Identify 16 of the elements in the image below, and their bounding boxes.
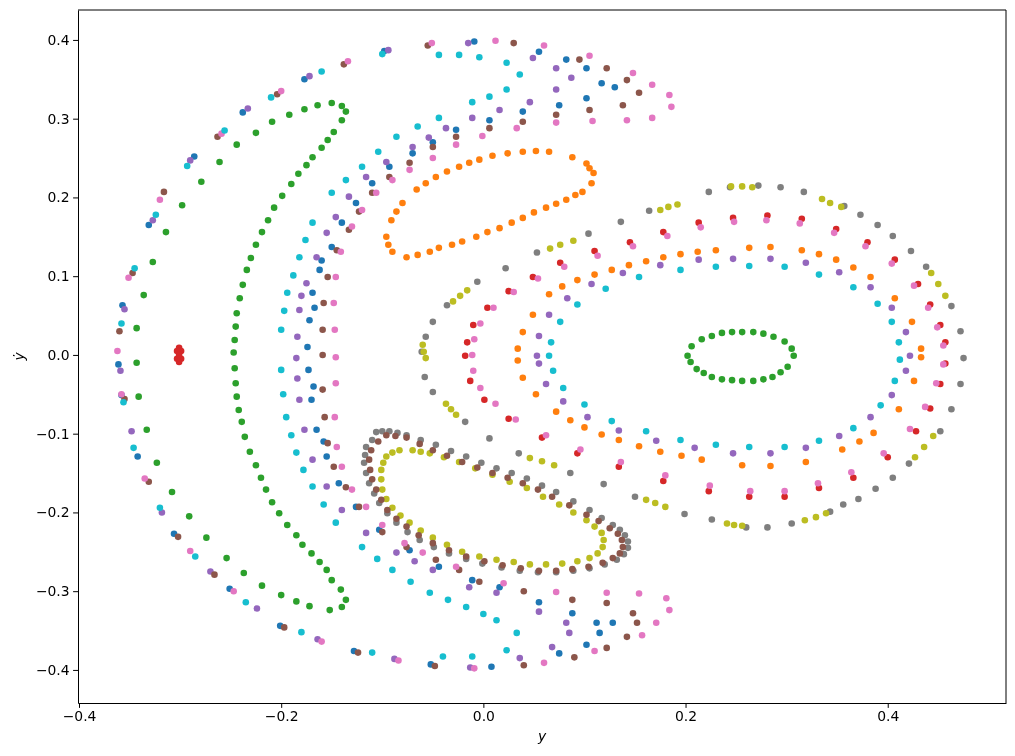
x-tick-label: 0.0 — [472, 708, 495, 725]
y-tick-label: −0.1 — [35, 425, 70, 442]
y-tick-label: −0.3 — [35, 583, 70, 600]
x-axis-title: y — [536, 728, 547, 744]
x-tick-label: 0.2 — [675, 708, 698, 725]
y-tick-label: 0.2 — [47, 189, 70, 206]
y-tick-label: 0.3 — [47, 110, 70, 127]
y-axis-title: ẏ — [11, 351, 27, 362]
y-tick-label: −0.2 — [35, 504, 70, 521]
y-tick-label: 0.1 — [47, 268, 70, 285]
y-tick-label: 0.4 — [47, 31, 70, 48]
x-tick-label: 0.4 — [877, 708, 900, 725]
x-tick-label: −0.4 — [62, 708, 97, 725]
y-tick-label: 0.0 — [47, 346, 70, 363]
y-tick-label: −0.4 — [35, 661, 70, 678]
x-tick-label: −0.2 — [264, 708, 299, 725]
